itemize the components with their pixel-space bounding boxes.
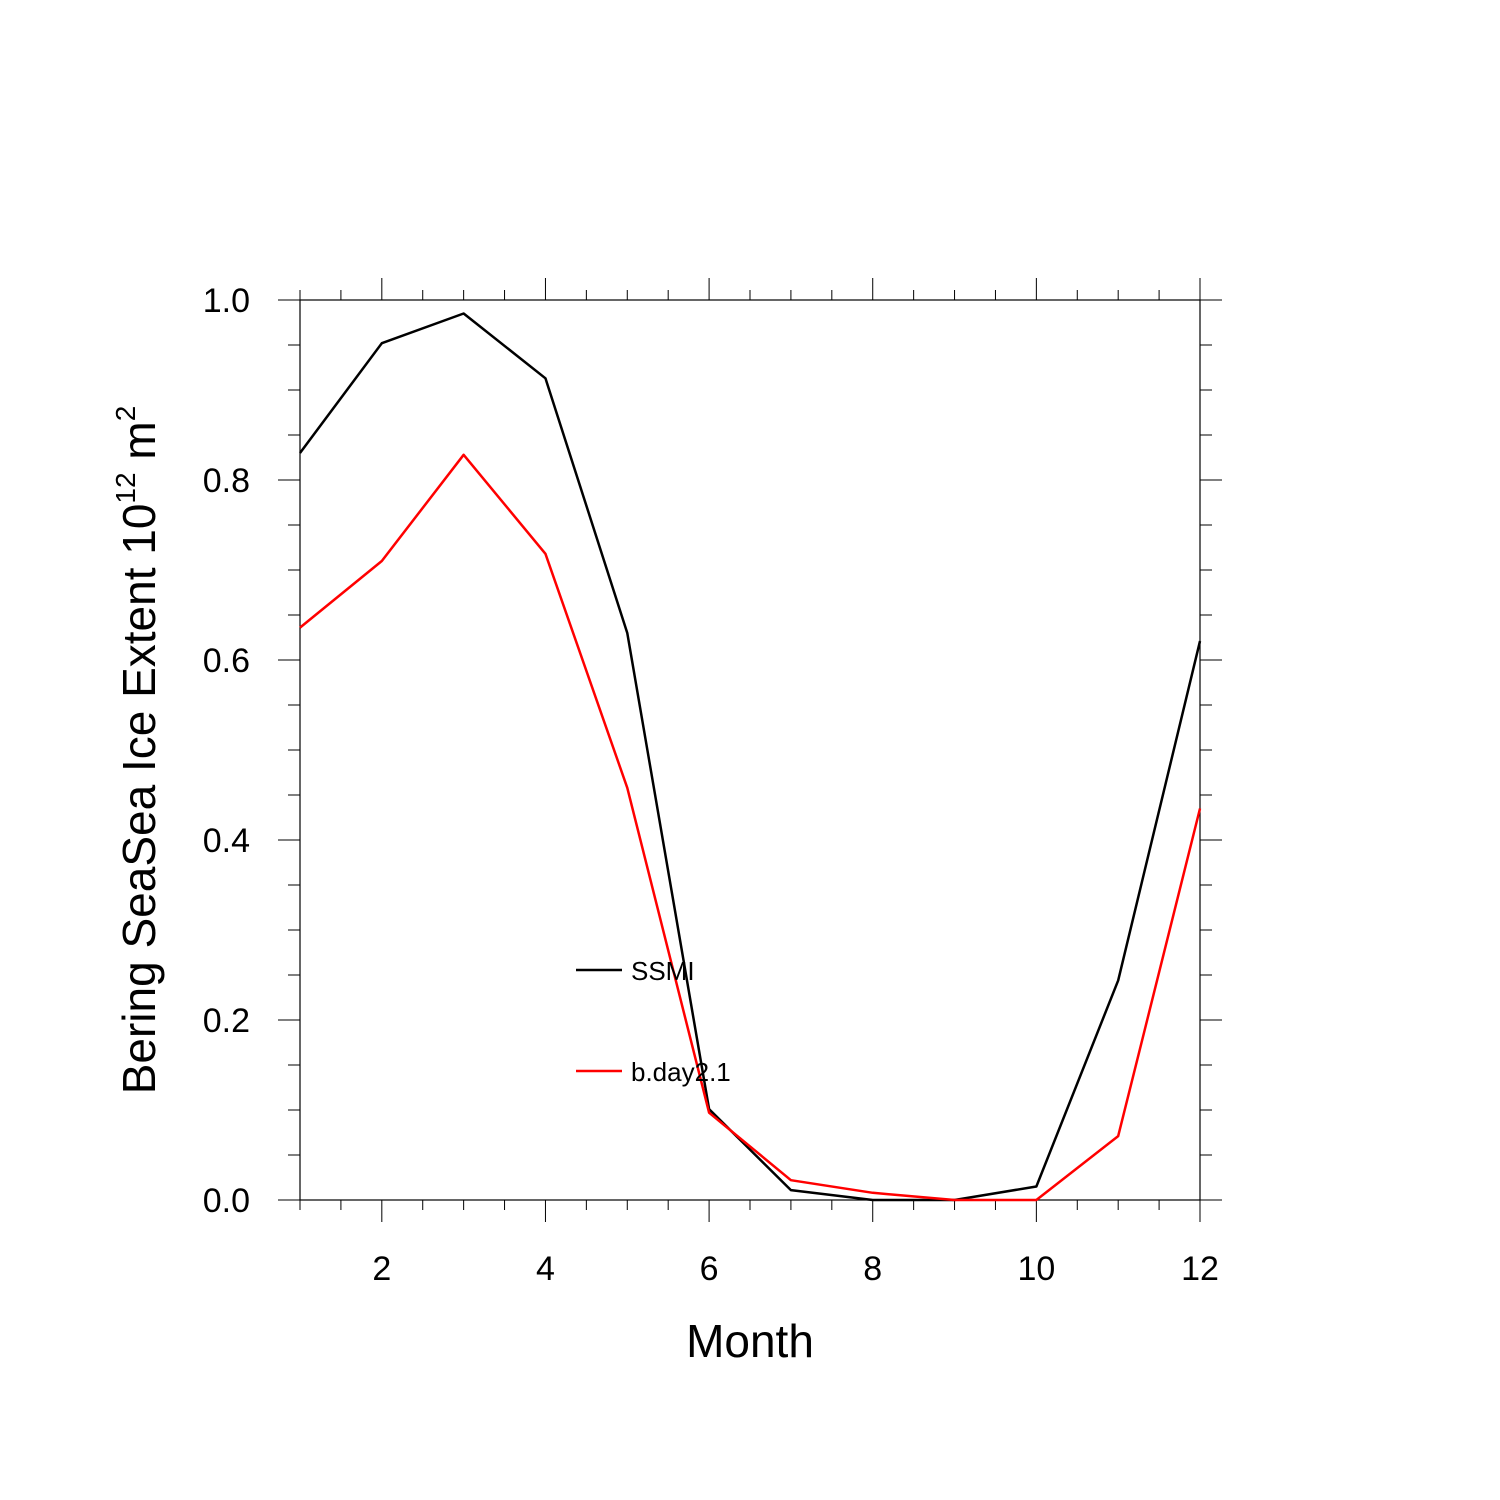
legend-label-bday21: b.day2.1 (631, 1057, 731, 1087)
x-tick-label: 8 (863, 1250, 882, 1288)
x-tick-label: 4 (536, 1250, 555, 1288)
x-axis-title: Month (686, 1315, 814, 1367)
y-axis-title: Bering SeaSea Ice Extent 1012 m2 (110, 406, 165, 1095)
series-layer (298, 312, 1202, 1202)
axis-ticks (278, 278, 1222, 1222)
x-tick-label: 2 (372, 1250, 391, 1288)
series-line-ssmi (298, 312, 1202, 1202)
x-tick-label: 12 (1181, 1250, 1219, 1288)
y-tick-label: 0.0 (203, 1182, 250, 1220)
y-tick-label: 1.0 (203, 282, 250, 320)
x-tick-label: 6 (700, 1250, 719, 1288)
legend: SSMI b.day2.1 (576, 956, 731, 1087)
y-axis-title-exponent: 12 (110, 472, 141, 503)
y-axis-title-text: Bering SeaSea Ice Extent 10 (113, 504, 165, 1095)
legend-label-ssmi: SSMI (631, 956, 695, 986)
y-axis-title-unit-exponent: 2 (110, 406, 141, 422)
y-tick-label: 0.4 (203, 822, 250, 860)
plot-frame (299, 299, 1201, 1201)
y-tick-label: 0.6 (203, 642, 250, 680)
y-axis-title-unit: m (113, 421, 165, 472)
x-tick-label: 10 (1017, 1250, 1055, 1288)
y-tick-label: 0.8 (203, 462, 250, 500)
series-line-bday21 (299, 453, 1202, 1202)
tick-labels: 2 4 6 8 10 12 0.0 0.2 0.4 0.6 0.8 1.0 (203, 282, 1219, 1288)
y-tick-label: 0.2 (203, 1002, 250, 1040)
